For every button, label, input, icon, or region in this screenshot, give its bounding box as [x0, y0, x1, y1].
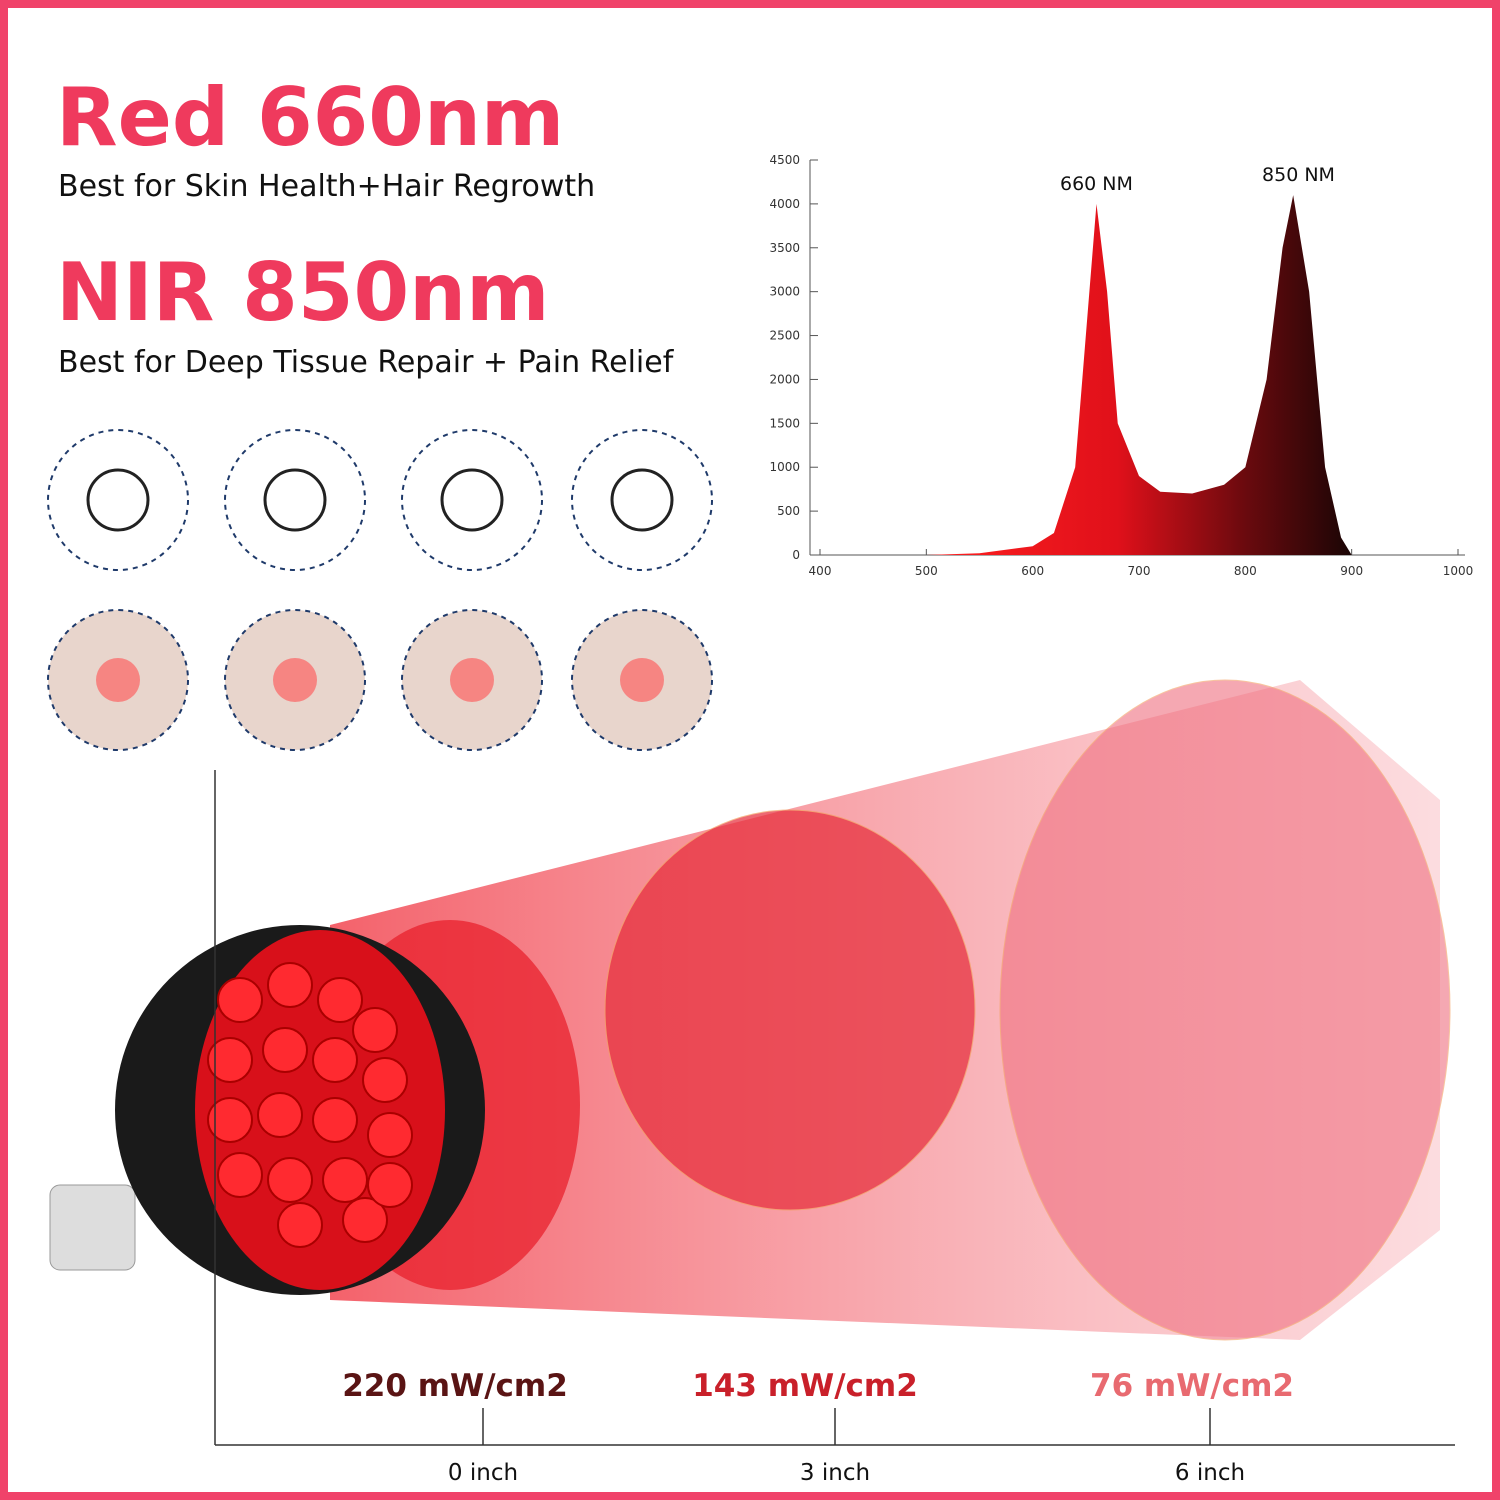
- x-tick-label: 900: [1340, 564, 1363, 578]
- irradiance-label: 76 mW/cm2: [1090, 1368, 1294, 1404]
- nir-subtitle: Best for Deep Tissue Repair + Pain Relie…: [58, 345, 675, 380]
- led: [367, 1112, 413, 1158]
- nir-title: NIR 850nm: [56, 246, 549, 339]
- icon-glyph: [86, 468, 150, 532]
- benefit-icons: [47, 429, 713, 751]
- y-tick-label: 1500: [769, 416, 800, 430]
- x-tick-label: 800: [1234, 564, 1257, 578]
- y-tick-label: 3000: [769, 285, 800, 299]
- led: [352, 1007, 398, 1053]
- icon-glyph: [440, 468, 504, 532]
- spectrum-area: [926, 195, 1352, 555]
- red-title: Red 660nm: [56, 71, 564, 164]
- photo-highlight: [450, 658, 494, 702]
- y-tick-label: 0: [792, 548, 800, 562]
- led: [207, 1097, 253, 1143]
- red-subtitle: Best for Skin Health+Hair Regrowth: [58, 169, 595, 204]
- lamp: [49, 925, 485, 1295]
- led: [207, 1037, 253, 1083]
- photo-highlight: [96, 658, 140, 702]
- distance-label: 0 inch: [448, 1460, 518, 1486]
- distance-label: 6 inch: [1175, 1460, 1245, 1486]
- y-tick-label: 2000: [769, 372, 800, 386]
- led: [217, 977, 263, 1023]
- x-tick-label: 1000: [1443, 564, 1474, 578]
- icon-glyph: [263, 468, 327, 532]
- x-tick-label: 700: [1128, 564, 1151, 578]
- led: [342, 1197, 388, 1243]
- led: [217, 1152, 263, 1198]
- icon-glyph: [610, 468, 674, 532]
- icon-circle: [47, 429, 189, 571]
- y-tick-label: 500: [777, 504, 800, 518]
- y-tick-label: 4000: [769, 197, 800, 211]
- x-tick-label: 400: [809, 564, 832, 578]
- led: [277, 1202, 323, 1248]
- beam: [320, 679, 1451, 1341]
- y-tick-label: 1000: [769, 460, 800, 474]
- x-tick-label: 500: [915, 564, 938, 578]
- photo-highlight: [620, 658, 664, 702]
- y-tick-label: 3500: [769, 241, 800, 255]
- irradiance-label: 143 mW/cm2: [692, 1368, 918, 1404]
- led: [267, 1157, 313, 1203]
- x-tick-label: 600: [1021, 564, 1044, 578]
- irradiance-label: 220 mW/cm2: [342, 1368, 568, 1404]
- peak-label: 660 NM: [1060, 173, 1133, 195]
- led: [262, 1027, 308, 1073]
- photo-highlight: [273, 658, 317, 702]
- icon-circle: [224, 429, 366, 571]
- icon-circle: [401, 429, 543, 571]
- y-tick-label: 4500: [769, 153, 800, 167]
- led: [322, 1157, 368, 1203]
- led: [267, 962, 313, 1008]
- led: [312, 1097, 358, 1143]
- led: [312, 1037, 358, 1083]
- led: [257, 1092, 303, 1138]
- y-tick-label: 2500: [769, 329, 800, 343]
- led: [317, 977, 363, 1023]
- led: [367, 1162, 413, 1208]
- led: [362, 1057, 408, 1103]
- distance-label: 3 inch: [800, 1460, 870, 1486]
- icon-circle: [571, 429, 713, 571]
- peak-label: 850 NM: [1262, 164, 1335, 186]
